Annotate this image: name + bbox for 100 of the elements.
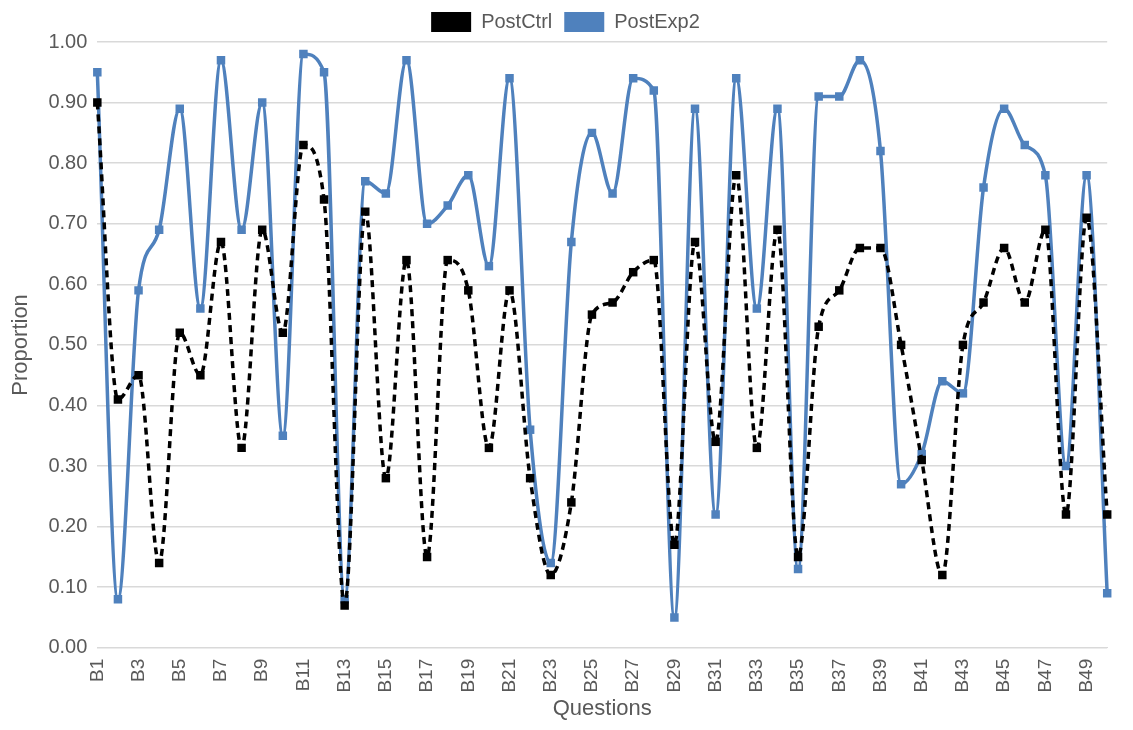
- point: [731, 74, 741, 83]
- point: [422, 219, 432, 228]
- point: [876, 243, 885, 253]
- x-tick-label: B9: [250, 658, 272, 683]
- point: [773, 225, 782, 235]
- point: [773, 104, 782, 113]
- legend-label: PostExp2: [614, 9, 700, 32]
- x-tick-label: B3: [126, 658, 148, 683]
- point: [711, 437, 720, 447]
- x-axis-title: Questions: [552, 694, 652, 720]
- x-tick-label: B1: [85, 658, 107, 683]
- point: [464, 286, 473, 295]
- point: [1102, 589, 1112, 598]
- point: [546, 570, 555, 580]
- point: [443, 255, 452, 265]
- y-tick-label: 0.10: [48, 574, 88, 597]
- point: [608, 298, 617, 307]
- y-tick-label: 0.20: [48, 514, 88, 537]
- x-tick-label: B45: [992, 658, 1014, 693]
- point: [1102, 510, 1112, 519]
- point: [443, 201, 452, 210]
- point: [670, 540, 679, 550]
- point: [979, 183, 988, 192]
- point: [546, 558, 555, 568]
- point: [299, 140, 308, 150]
- point: [1020, 298, 1029, 307]
- point: [93, 98, 102, 107]
- x-tick-label: B5: [168, 658, 189, 683]
- point: [175, 104, 185, 113]
- point: [505, 286, 514, 295]
- point: [1041, 171, 1050, 180]
- point: [237, 225, 246, 235]
- x-tick-label: B43: [951, 658, 973, 693]
- point: [731, 171, 741, 180]
- point: [505, 74, 514, 83]
- point: [93, 68, 102, 77]
- x-tick-label: B49: [1074, 658, 1096, 693]
- point: [814, 92, 823, 101]
- y-tick-label: 0.50: [48, 332, 88, 355]
- x-tick-label: B11: [291, 658, 313, 692]
- x-tick-label: B15: [374, 658, 396, 693]
- point: [835, 286, 844, 295]
- x-tick-label: B21: [497, 658, 519, 693]
- x-tick-label: B19: [456, 658, 478, 693]
- point: [237, 443, 246, 453]
- point: [361, 207, 370, 216]
- point: [917, 455, 926, 465]
- point: [196, 370, 205, 380]
- x-tick-label: B37: [827, 658, 849, 693]
- y-tick-label: 0.80: [48, 150, 88, 173]
- point: [134, 370, 143, 380]
- point: [464, 171, 473, 180]
- point: [1041, 225, 1050, 235]
- x-tick-label: B27: [621, 658, 643, 693]
- point: [814, 322, 823, 331]
- point: [319, 68, 329, 77]
- point: [628, 74, 638, 83]
- point: [1082, 171, 1091, 180]
- x-tick-label: B25: [580, 658, 602, 693]
- x-tick-label: B7: [209, 658, 231, 683]
- y-tick-label: 0.60: [48, 271, 88, 294]
- point: [567, 237, 576, 247]
- x-tick-label: B17: [415, 658, 437, 693]
- x-tick-label: B29: [662, 658, 684, 693]
- point: [1061, 510, 1071, 519]
- point: [361, 177, 370, 186]
- x-tick-label: B23: [538, 658, 560, 693]
- y-tick-label: 0.00: [48, 635, 88, 658]
- point: [402, 55, 411, 65]
- point: [711, 510, 720, 519]
- x-tick-label: B35: [786, 658, 808, 693]
- y-tick-label: 0.40: [48, 392, 88, 415]
- point: [113, 395, 123, 404]
- point: [319, 195, 329, 204]
- point: [525, 425, 535, 434]
- x-tick-label: B41: [909, 658, 931, 693]
- point: [958, 389, 968, 398]
- point: [752, 304, 762, 313]
- point: [381, 189, 391, 198]
- x-tick-label: B39: [868, 658, 890, 693]
- x-tick-label: B33: [745, 658, 767, 693]
- point: [690, 104, 700, 113]
- point: [113, 595, 123, 604]
- x-tick-label: B31: [703, 658, 725, 693]
- point: [999, 104, 1009, 113]
- point: [587, 310, 597, 319]
- point: [567, 498, 576, 507]
- point: [608, 189, 617, 198]
- point: [340, 601, 349, 610]
- point: [257, 98, 267, 107]
- x-tick-label: B13: [332, 658, 354, 693]
- y-tick-label: 0.90: [48, 90, 88, 113]
- point: [299, 49, 308, 59]
- x-tick-label: B47: [1033, 658, 1055, 693]
- point: [1082, 213, 1091, 222]
- point: [649, 86, 659, 95]
- y-tick-label: 1.00: [48, 29, 88, 52]
- point: [938, 570, 947, 580]
- y-axis-title: Proportion: [7, 294, 33, 396]
- point: [670, 613, 679, 622]
